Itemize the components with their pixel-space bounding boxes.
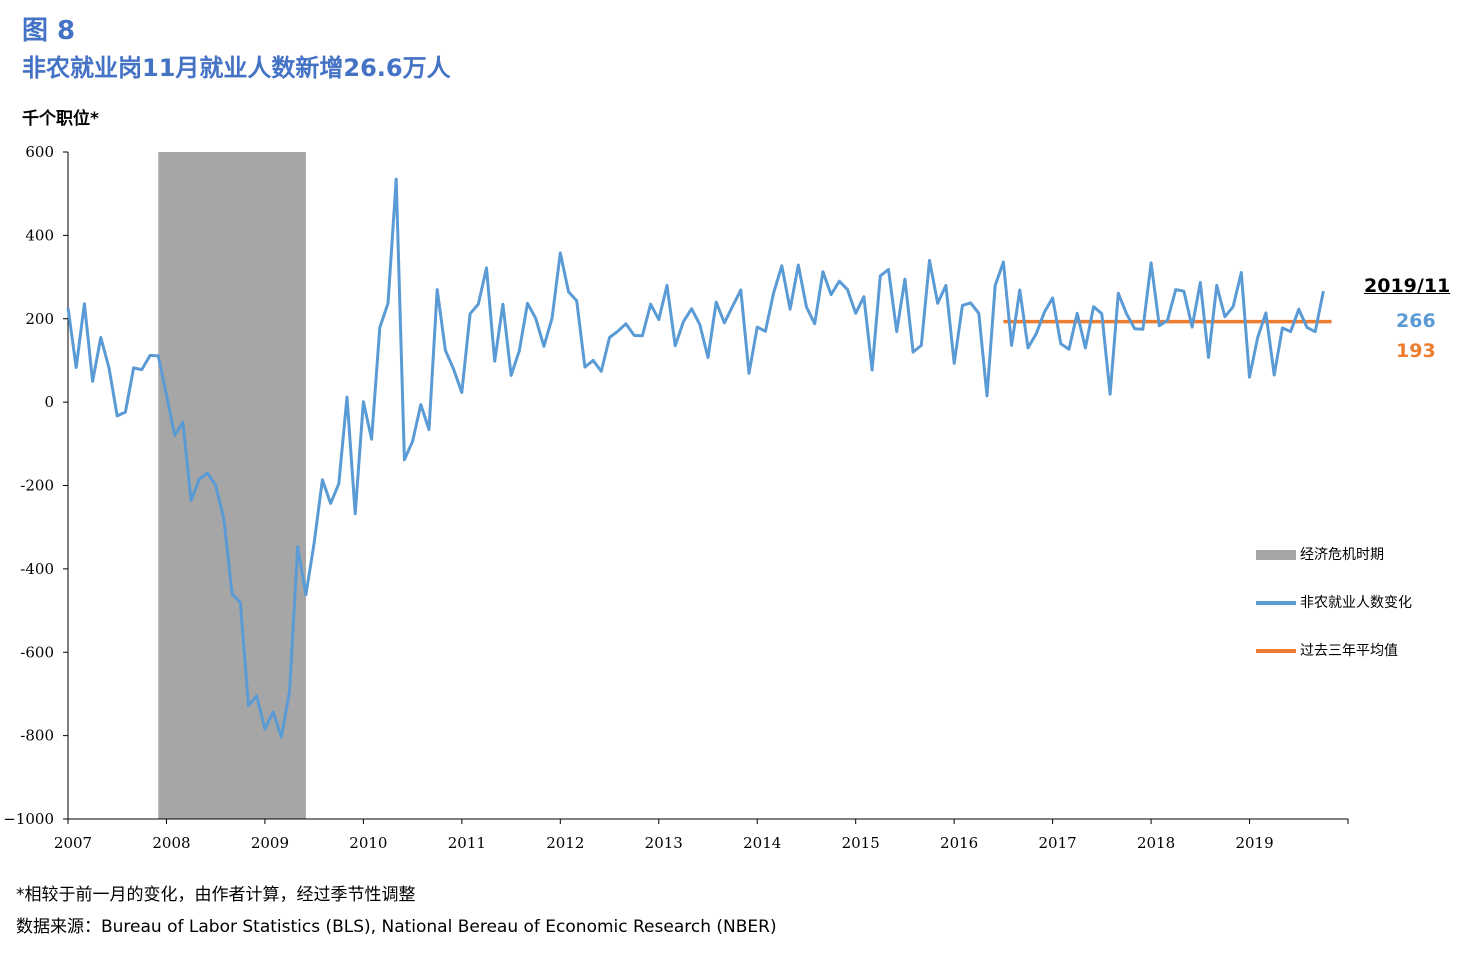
x-tick-label: 2008: [152, 834, 190, 852]
legend-item-recession: 经济危机时期: [1256, 544, 1456, 592]
y-tick-label: −1000: [3, 810, 54, 828]
legend-label-recession: 经济危机时期: [1300, 547, 1384, 563]
y-tick-label: -800: [20, 727, 54, 745]
x-tick-label: 2018: [1137, 834, 1175, 852]
x-tick-label: 2016: [940, 834, 978, 852]
legend-swatch-recession: [1256, 550, 1296, 560]
x-tick-label: 2014: [743, 834, 781, 852]
x-tick-label: 2017: [1039, 834, 1077, 852]
payrolls-series-line: [66, 177, 1325, 739]
x-tick-label: 2013: [645, 834, 683, 852]
latest-date-label: 2019/11: [1364, 275, 1451, 297]
legend-label-average: 过去三年平均值: [1300, 643, 1398, 659]
y-tick-label: -600: [20, 643, 54, 661]
x-tick-label: 2007: [54, 834, 92, 852]
chart-title: 非农就业岗11月就业人数新增26.6万人: [22, 54, 451, 82]
x-tick-label: 2010: [349, 834, 387, 852]
x-tick-label: 2011: [448, 834, 486, 852]
figure-label: 图 8: [22, 16, 76, 46]
latest-series-value: 266: [1396, 310, 1436, 332]
legend-label-payrolls: 非农就业人数变化: [1300, 595, 1412, 611]
legend-swatch-average: [1256, 649, 1296, 653]
recession-shading: [158, 152, 306, 819]
y-tick-label: 400: [25, 226, 54, 244]
legend-item-payrolls: 非农就业人数变化: [1256, 592, 1456, 640]
y-tick-label: 0: [44, 393, 54, 411]
source-note: 数据来源：Bureau of Labor Statistics (BLS), N…: [16, 917, 777, 937]
legend-item-average: 过去三年平均值: [1256, 640, 1456, 688]
y-axis-unit-label: 千个职位*: [22, 109, 99, 129]
y-tick-label: -400: [20, 560, 54, 578]
x-tick-label: 2012: [546, 834, 584, 852]
latest-average-value: 193: [1396, 340, 1436, 362]
y-tick-label: 600: [25, 143, 54, 161]
legend: 经济危机时期 非农就业人数变化 过去三年平均值: [1256, 544, 1456, 688]
y-tick-label: 200: [25, 310, 54, 328]
legend-swatch-payrolls: [1256, 601, 1296, 605]
x-tick-label: 2015: [842, 834, 880, 852]
y-tick-label: -200: [20, 477, 54, 495]
footnote: *相较于前一月的变化，由作者计算，经过季节性调整: [16, 885, 416, 905]
x-tick-label: 2009: [251, 834, 289, 852]
x-tick-label: 2019: [1235, 834, 1273, 852]
